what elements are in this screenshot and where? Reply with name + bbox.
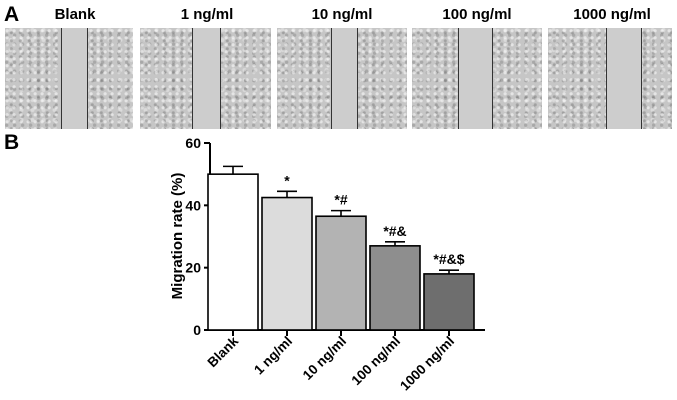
bar <box>315 215 367 331</box>
x-tick-label: 1000 ng/ml <box>397 334 457 394</box>
bar <box>423 273 475 331</box>
micrograph-100 <box>412 28 542 129</box>
x-tick-label: Blank <box>205 333 242 370</box>
micrograph-label-10: 10 ng/ml <box>311 6 373 23</box>
micrograph-blank <box>5 28 133 129</box>
bar <box>207 173 259 331</box>
y-tick-label: 60 <box>185 135 201 151</box>
y-axis-label: Migration rate (%) <box>169 173 186 300</box>
bar <box>261 196 313 331</box>
significance-label: * <box>284 172 290 188</box>
micrograph-10 <box>277 28 407 129</box>
micrograph-1 <box>140 28 271 129</box>
bar <box>369 245 421 331</box>
y-tick-label: 0 <box>193 322 201 338</box>
significance-label: *#& <box>383 223 406 239</box>
y-tick-label: 20 <box>185 260 201 276</box>
y-ticks: 0 20 40 60 <box>185 135 210 338</box>
significance-label: *# <box>334 192 347 208</box>
x-tick-label: 1 ng/ml <box>251 334 295 378</box>
micrograph-label-1: 1 ng/ml <box>180 6 234 23</box>
bars: * *# *#& *#&$ <box>207 165 475 331</box>
x-tick-label: 100 ng/ml <box>348 334 403 389</box>
x-tick-label: 10 ng/ml <box>300 334 349 383</box>
micrograph-label-100: 100 ng/ml <box>442 6 512 23</box>
panel-a-letter: A <box>4 3 20 26</box>
micrograph-label-1000: 1000 ng/ml <box>573 6 651 23</box>
panel-b-letter: B <box>4 131 20 154</box>
micrograph-1000 <box>548 28 672 129</box>
micrograph-label-blank: Blank <box>54 6 96 23</box>
significance-label: *#&$ <box>433 251 464 267</box>
y-tick-label: 40 <box>185 197 201 213</box>
